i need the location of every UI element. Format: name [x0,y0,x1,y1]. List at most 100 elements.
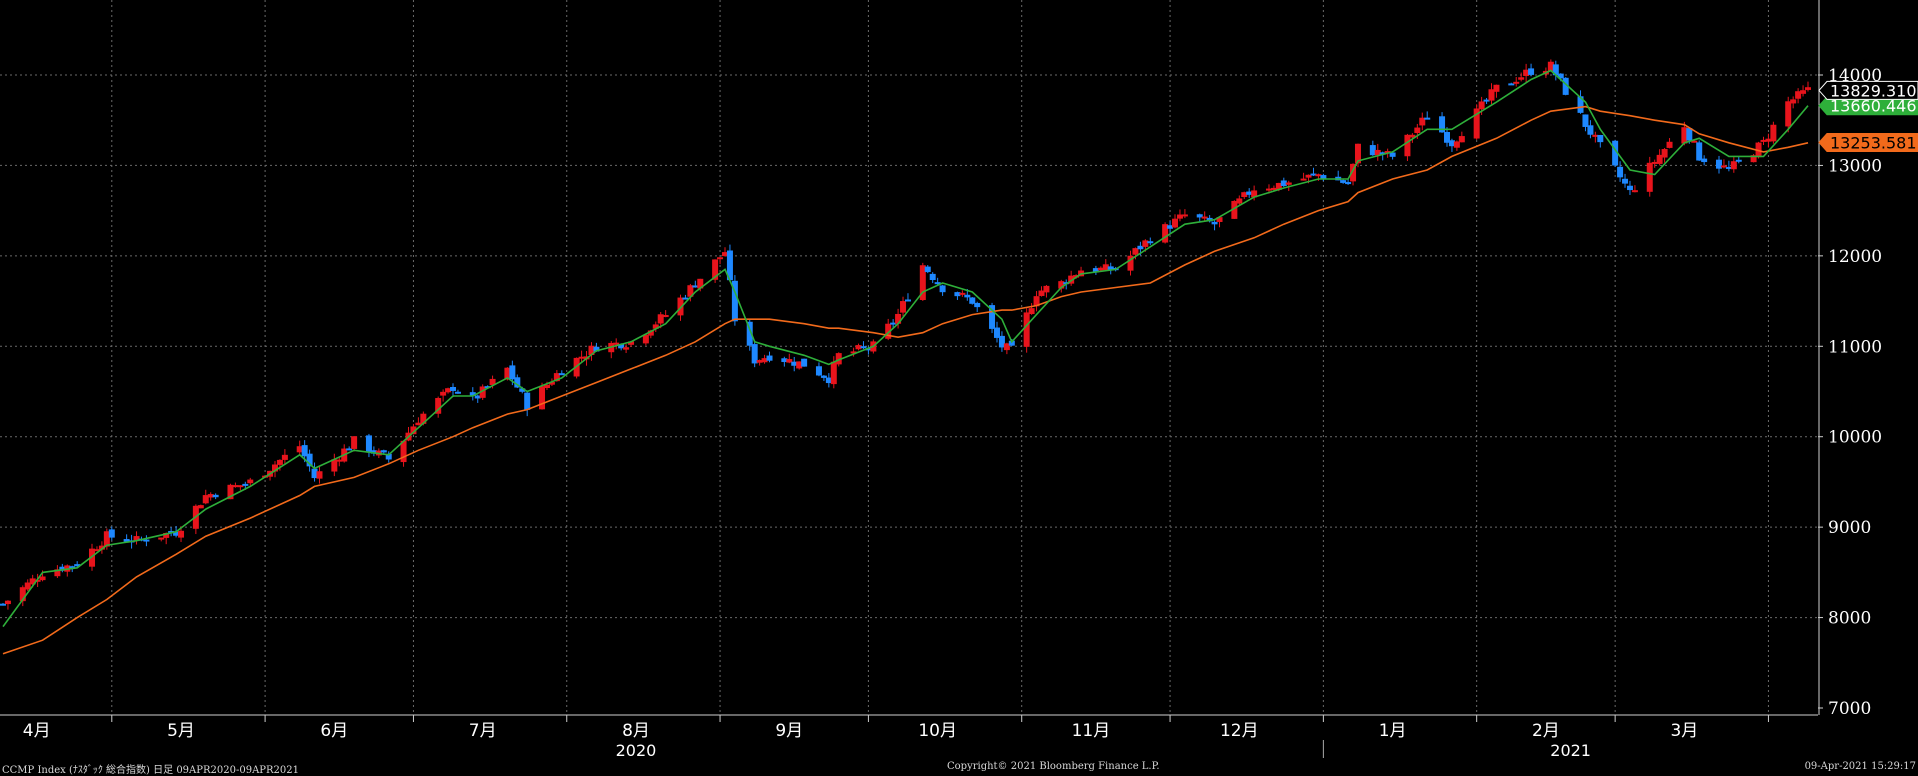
candle-body [1107,266,1114,271]
x-month-label: 2月 [1532,721,1560,741]
candle-body [336,459,343,462]
candle-body [1735,159,1742,162]
candle-body [726,250,733,281]
candle-body [0,603,6,606]
candle-body [4,600,11,605]
ma-short-value-tag: 13660.446 [1818,96,1918,116]
close-value-tag: 13829.310 [1818,80,1918,100]
y-tick-label: 9000 [1828,518,1871,538]
candle-body [543,384,550,389]
candle-body [717,257,724,260]
candle-body [682,297,689,300]
candle-body [445,388,452,393]
candle-body [647,330,654,336]
candle-body [1448,140,1455,147]
candle-body [227,484,234,500]
candle-body [173,531,180,536]
candle-body [74,564,81,567]
candle-body [1167,225,1174,229]
y-tick-label: 10000 [1828,428,1882,448]
candle-body [400,440,407,463]
candle-body [1651,161,1658,164]
candle-body [1251,190,1258,198]
candle-body [904,299,911,302]
candle-body [1444,131,1450,143]
candle-body [1127,255,1134,271]
candle-body [746,321,753,346]
candle-body [24,582,31,590]
x-year-label: 2020 [616,741,657,760]
candle-body [712,259,719,280]
candle-body [469,392,476,396]
candle-body [890,322,897,325]
candle-body [509,365,516,380]
candle-body [1280,180,1287,186]
candle-body [1196,214,1203,218]
candle-body [1008,340,1015,346]
candle-body [454,391,461,394]
chart-grid [0,0,1818,715]
x-month-label: 6月 [320,721,348,741]
candle-body [242,483,249,486]
candle-body [59,566,66,571]
candle-body [731,280,738,322]
candle-body [1720,165,1727,168]
candle-body [786,359,793,363]
candle-body [553,373,560,382]
candle-body [1305,174,1312,178]
candle-body [801,358,808,367]
candle-body [791,361,798,366]
candle-body [1404,134,1411,157]
candle-body [1102,264,1109,270]
close-value-tag-text: 13829.310 [1830,81,1917,100]
candle-body [1068,275,1075,284]
candle-body [1528,68,1535,75]
candle-body [558,373,565,376]
candle-body [1028,308,1035,314]
candle-body [1552,64,1559,76]
candle-body [479,386,486,398]
candle-body [237,485,244,488]
candle-body [1424,117,1431,120]
footer-security-label: CCMP Index (ﾅｽﾀﾞｯｸ 総合指数) 日足 09APR2020-09… [2,765,300,776]
candle-body [860,346,867,349]
candle-body [1320,175,1327,179]
candle-body [850,351,857,354]
footer-timestamp: 09-Apr-2021 15:29:17 [1804,761,1916,772]
candle-body [1275,182,1282,190]
candle-body [197,505,204,509]
candle-body [588,345,595,355]
candle-body [143,539,150,542]
candle-body [855,345,862,350]
candle-body [232,485,239,488]
candle-body [1142,240,1149,247]
candle-body [1137,245,1144,250]
candle-body [504,367,511,380]
candle-body [1681,127,1688,144]
candle-body [1043,285,1050,293]
candle-body [969,297,976,304]
candle-body [766,355,773,361]
candle-body [1592,134,1599,137]
candle-body [1389,152,1396,157]
candle-body [1315,174,1322,177]
candle-body [1409,134,1416,138]
candle-body [1715,159,1722,169]
candle-body [1300,178,1307,181]
candle-body [900,301,907,313]
candle-body [420,413,427,424]
candle-body [1597,134,1604,143]
candle-body [1147,241,1154,244]
candle-body [29,578,36,585]
candle-body [1453,141,1460,148]
ma-long-value-tag-text: 13253.581 [1830,133,1917,152]
candle-body [365,435,372,453]
candle-body [1033,296,1040,307]
candle-body [1725,166,1732,169]
candle-body [1058,281,1065,289]
candle-body [1206,217,1213,222]
candle-body [815,366,822,376]
x-axis: 4月 5月 6月 7月 8月 9月 10月 11月 12月 1月 2月 3月 2020 2021 [0,714,1818,760]
